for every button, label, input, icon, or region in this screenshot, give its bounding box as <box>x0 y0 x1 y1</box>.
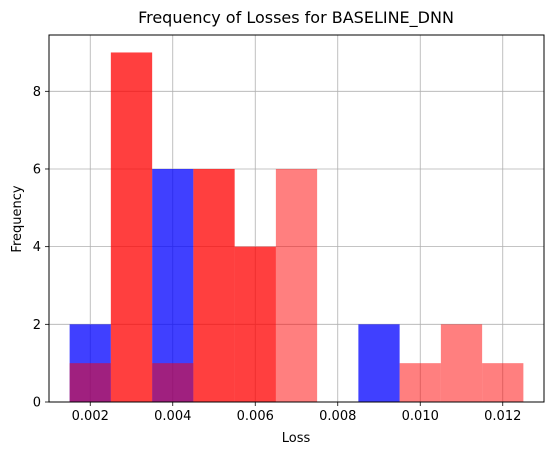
chart-title: Frequency of Losses for BASELINE_DNN <box>138 8 454 28</box>
histogram-bar-series-3 <box>482 363 524 402</box>
histogram-bar-series-3 <box>440 324 483 402</box>
y-tick-label: 8 <box>33 85 41 100</box>
x-tick-label: 0.002 <box>72 409 109 424</box>
bars-layer <box>69 52 524 402</box>
x-tick-label: 0.012 <box>484 409 521 424</box>
histogram-bar-series-3 <box>110 52 153 402</box>
y-axis-label: Frequency <box>10 185 25 252</box>
x-tick-label: 0.008 <box>319 409 356 424</box>
histogram-bar-series-2 <box>152 363 194 402</box>
histogram-bar-series-1 <box>358 324 400 402</box>
histogram-bar-series-3 <box>234 246 276 402</box>
x-tick-label: 0.004 <box>154 409 191 424</box>
x-tick-label: 0.010 <box>402 409 439 424</box>
ticks-layer: 0.002 0.004 0.006 0.008 0.010 0.012 0 2 4 6 8 <box>33 85 522 424</box>
y-tick-label: 0 <box>33 396 41 411</box>
y-tick-label: 2 <box>33 318 41 333</box>
histogram-bar-series-2 <box>69 363 111 402</box>
histogram-bar-series-3 <box>275 168 318 402</box>
histogram-bar-series-3 <box>193 168 235 402</box>
y-tick-label: 4 <box>33 240 41 255</box>
histogram-bar-series-2 <box>399 363 441 402</box>
x-axis-label: Loss <box>282 431 311 446</box>
plot-frame <box>48 34 545 403</box>
x-tick-label: 0.006 <box>237 409 274 424</box>
y-tick-label: 6 <box>33 162 41 177</box>
